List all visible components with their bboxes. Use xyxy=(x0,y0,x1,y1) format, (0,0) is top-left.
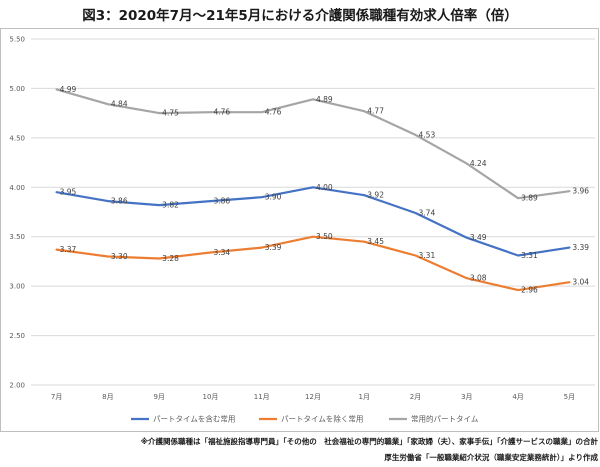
data-label: 4.99 xyxy=(60,85,77,94)
chart-area: 2.00 2.50 3.00 3.50 4.00 4.50 5.00 5.50 7月 8月 9月 1… xyxy=(0,28,599,432)
data-labels: 3.95 3.86 3.82 3.86 3.90 4.00 3.92 3.74 3.49 3.31… xyxy=(60,85,590,295)
x-tick-label: 9月 xyxy=(153,393,164,401)
legend-label: 常用的パートタイム xyxy=(411,414,478,424)
data-label: 3.04 xyxy=(572,278,589,287)
data-label: 4.00 xyxy=(316,183,333,192)
legend-label: パートタイムを除く常用 xyxy=(281,414,363,424)
data-label: 3.28 xyxy=(162,254,179,263)
y-tick-label: 4.50 xyxy=(9,134,25,142)
data-label: 4.75 xyxy=(162,109,179,118)
series-lines xyxy=(55,88,571,292)
data-label: 3.89 xyxy=(521,194,538,203)
x-axis-ticks: 7月 8月 9月 10月 11月 12月 1月 2月 3月 4月 5月 xyxy=(51,393,575,401)
data-label: 3.08 xyxy=(470,274,487,283)
data-label: 3.49 xyxy=(470,233,487,242)
data-label: 3.30 xyxy=(111,252,128,261)
x-tick-label: 7月 xyxy=(51,393,62,401)
data-label: 3.31 xyxy=(521,251,538,260)
data-label: 4.84 xyxy=(111,100,128,109)
series-line-2 xyxy=(55,235,571,292)
data-label: 3.50 xyxy=(316,232,333,241)
x-tick-label: 4月 xyxy=(512,393,523,401)
data-label: 4.24 xyxy=(470,159,487,168)
source-note: 厚生労働省「一般職業紹介状況（職業安定業務統計）」より作成 xyxy=(384,453,598,462)
data-label: 3.34 xyxy=(213,248,230,257)
data-label: 3.31 xyxy=(419,251,436,260)
data-label: 4.89 xyxy=(316,95,333,104)
series-line-3 xyxy=(55,88,571,200)
x-tick-label: 2月 xyxy=(410,393,421,401)
data-label: 3.39 xyxy=(265,243,282,252)
x-tick-label: 1月 xyxy=(359,393,370,401)
x-tick-label: 8月 xyxy=(102,393,113,401)
data-label: 3.95 xyxy=(60,188,77,197)
x-tick-label: 5月 xyxy=(564,393,575,401)
y-tick-label: 5.00 xyxy=(9,85,25,93)
data-label: 3.39 xyxy=(572,243,589,252)
data-label: 4.76 xyxy=(213,108,230,117)
chart-title: 図3：2020年7月～21年5月における介護関係職種有効求人倍率（倍） xyxy=(82,8,518,24)
legend-label: パートタイムを含む常用 xyxy=(153,414,235,424)
y-tick-label: 5.50 xyxy=(9,36,25,44)
data-label: 3.45 xyxy=(367,237,384,246)
data-label: 3.90 xyxy=(265,193,282,202)
data-label: 4.76 xyxy=(265,108,282,117)
x-tick-label: 3月 xyxy=(461,393,472,401)
data-label: 3.86 xyxy=(111,197,128,206)
gridlines xyxy=(31,38,595,386)
y-tick-label: 3.00 xyxy=(9,283,25,291)
data-label: 2.96 xyxy=(521,286,538,295)
legend: パートタイムを含む常用 パートタイムを除く常用 常用的パートタイム xyxy=(131,414,478,424)
data-label: 3.74 xyxy=(419,208,436,217)
y-tick-label: 4.00 xyxy=(9,184,25,192)
y-axis-ticks: 2.00 2.50 3.00 3.50 4.00 4.50 5.00 5.50 xyxy=(9,36,25,390)
data-label: 4.77 xyxy=(367,107,384,116)
data-label: 4.53 xyxy=(419,130,436,139)
series-line-1 xyxy=(55,186,571,257)
x-tick-label: 12月 xyxy=(305,393,321,401)
data-label: 3.92 xyxy=(367,191,384,200)
x-tick-label: 10月 xyxy=(202,393,218,401)
x-tick-label: 11月 xyxy=(254,393,270,401)
data-label: 3.86 xyxy=(213,197,230,206)
line-chart: 2.00 2.50 3.00 3.50 4.00 4.50 5.00 5.50 7月 8月 9月 1… xyxy=(9,36,595,424)
y-tick-label: 3.50 xyxy=(9,233,25,241)
data-label: 3.96 xyxy=(572,187,589,196)
footnote-definition: ※介護関係職種は「福祉施設指導専門員」「その他の 社会福祉の専門的職業」「家政婦… xyxy=(140,437,598,446)
y-tick-label: 2.50 xyxy=(9,332,25,340)
y-tick-label: 2.00 xyxy=(9,382,25,390)
data-label: 3.37 xyxy=(60,245,77,254)
data-label: 3.82 xyxy=(162,201,179,210)
